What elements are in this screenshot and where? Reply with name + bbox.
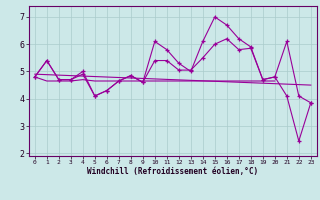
X-axis label: Windchill (Refroidissement éolien,°C): Windchill (Refroidissement éolien,°C): [87, 167, 258, 176]
